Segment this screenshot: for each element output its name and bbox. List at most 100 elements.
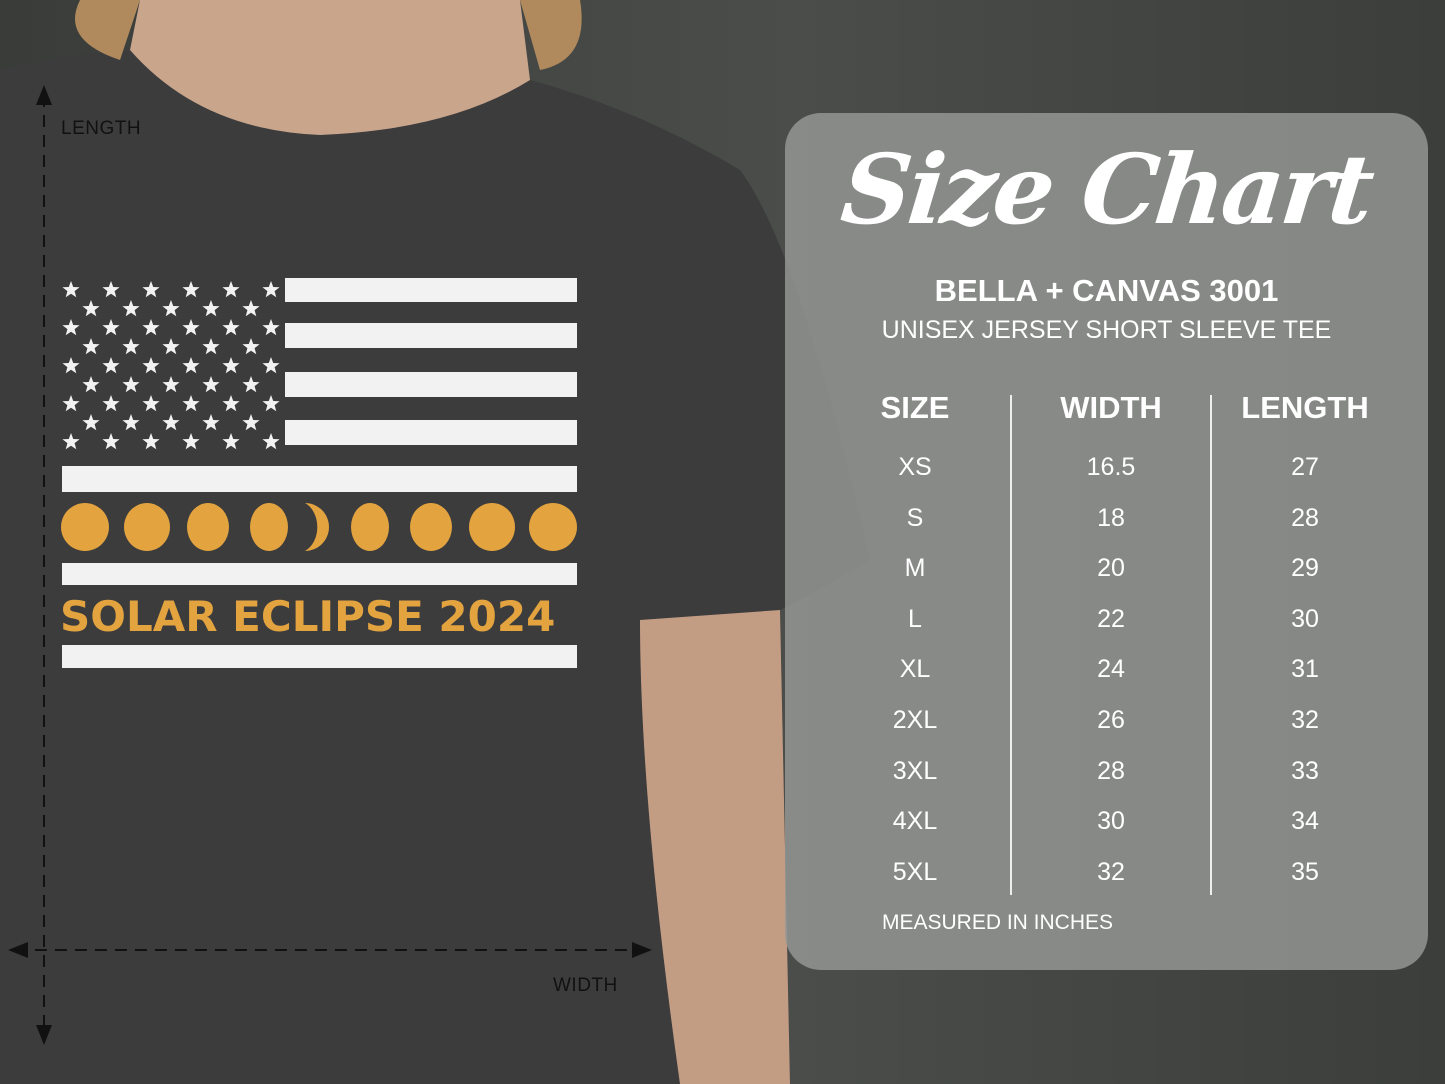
star bbox=[122, 414, 140, 431]
cell-length: 32 bbox=[1291, 705, 1319, 734]
star bbox=[82, 376, 100, 393]
cell-size: XS bbox=[898, 453, 932, 481]
star bbox=[242, 376, 260, 393]
cell-width: 24 bbox=[1097, 655, 1125, 684]
star bbox=[102, 433, 120, 450]
star bbox=[82, 338, 100, 355]
neck bbox=[130, 0, 530, 135]
star bbox=[242, 338, 260, 355]
moon-phase bbox=[250, 503, 288, 551]
measurement-note: MEASURED IN INCHES bbox=[882, 911, 1114, 934]
star bbox=[62, 281, 80, 298]
cell-width: 26 bbox=[1097, 705, 1125, 734]
header-size: SIZE bbox=[880, 390, 950, 425]
cell-length: 28 bbox=[1291, 503, 1319, 532]
moon-phase bbox=[351, 503, 389, 551]
length-label: LENGTH bbox=[61, 118, 142, 139]
cell-width: 18 bbox=[1097, 503, 1125, 532]
star bbox=[262, 395, 280, 412]
star bbox=[62, 357, 80, 374]
star bbox=[62, 433, 80, 450]
moon-phase bbox=[529, 503, 577, 551]
header-length: LENGTH bbox=[1241, 390, 1369, 425]
cell-width: 22 bbox=[1097, 604, 1125, 633]
hair bbox=[75, 0, 582, 70]
flag-stripes bbox=[62, 278, 577, 668]
cell-length: 30 bbox=[1291, 604, 1319, 633]
cell-size: M bbox=[904, 554, 926, 583]
star bbox=[222, 319, 240, 336]
size-chart-title: Size Chart bbox=[836, 133, 1377, 246]
star bbox=[222, 281, 240, 298]
star bbox=[82, 300, 100, 317]
star bbox=[222, 357, 240, 374]
cell-length: 33 bbox=[1291, 756, 1319, 785]
cell-length: 29 bbox=[1291, 554, 1319, 583]
moon-phase bbox=[187, 503, 229, 551]
cell-size: S bbox=[906, 503, 924, 532]
cell-width: 28 bbox=[1097, 756, 1125, 785]
cell-size: 4XL bbox=[892, 807, 938, 836]
star bbox=[122, 376, 140, 393]
cell-size: XL bbox=[899, 655, 931, 684]
star bbox=[62, 319, 80, 336]
flag-stars bbox=[62, 281, 280, 450]
star bbox=[162, 414, 180, 431]
column-divider bbox=[1210, 395, 1212, 895]
star bbox=[102, 395, 120, 412]
star bbox=[202, 376, 220, 393]
star bbox=[162, 376, 180, 393]
star bbox=[102, 357, 120, 374]
width-column: WIDTH 16.5 18 20 22 24 26 28 30 32 bbox=[1031, 390, 1191, 908]
cell-width: 20 bbox=[1097, 554, 1125, 583]
star bbox=[182, 433, 200, 450]
measure-lines bbox=[15, 95, 645, 1035]
star bbox=[62, 395, 80, 412]
eclipse-phases bbox=[61, 503, 577, 551]
shirt-slogan: SOLAR ECLIPSE 2024 bbox=[60, 592, 556, 641]
star bbox=[122, 300, 140, 317]
moon-phase bbox=[61, 503, 109, 551]
product-name: UNISEX JERSEY SHORT SLEEVE TEE bbox=[881, 316, 1332, 344]
moon-phase bbox=[410, 503, 452, 551]
cell-length: 35 bbox=[1291, 857, 1319, 886]
width-label: WIDTH bbox=[553, 975, 618, 996]
star bbox=[222, 395, 240, 412]
star bbox=[142, 357, 160, 374]
star bbox=[122, 338, 140, 355]
star bbox=[102, 281, 120, 298]
star bbox=[142, 281, 160, 298]
column-divider bbox=[1010, 395, 1012, 895]
star bbox=[182, 281, 200, 298]
cell-size: 2XL bbox=[892, 705, 938, 734]
cell-length: 31 bbox=[1291, 655, 1319, 684]
star bbox=[182, 357, 200, 374]
star bbox=[142, 319, 160, 336]
cell-width: 32 bbox=[1097, 857, 1125, 886]
arrow-icons bbox=[8, 85, 652, 1045]
star bbox=[162, 338, 180, 355]
moon-phase bbox=[124, 503, 170, 551]
brand: BELLA + CANVAS 3001 bbox=[934, 273, 1279, 308]
star bbox=[82, 414, 100, 431]
star bbox=[142, 395, 160, 412]
star bbox=[262, 281, 280, 298]
star bbox=[202, 338, 220, 355]
star bbox=[262, 319, 280, 336]
size-chart-panel: Size Chart BELLA + CANVAS 3001 UNISEX JE… bbox=[785, 113, 1428, 970]
cell-length: 27 bbox=[1291, 453, 1319, 481]
cell-width: 30 bbox=[1097, 807, 1125, 836]
cell-width: 16.5 bbox=[1086, 453, 1136, 481]
star bbox=[142, 433, 160, 450]
star bbox=[262, 433, 280, 450]
size-column: SIZE XS S M L XL 2XL 3XL 4XL 5XL bbox=[835, 390, 995, 908]
moon-phase bbox=[305, 503, 329, 551]
cell-size: 3XL bbox=[892, 756, 938, 785]
arm bbox=[640, 610, 790, 1084]
star bbox=[222, 433, 240, 450]
star bbox=[202, 414, 220, 431]
star bbox=[202, 300, 220, 317]
star bbox=[162, 300, 180, 317]
star bbox=[182, 395, 200, 412]
